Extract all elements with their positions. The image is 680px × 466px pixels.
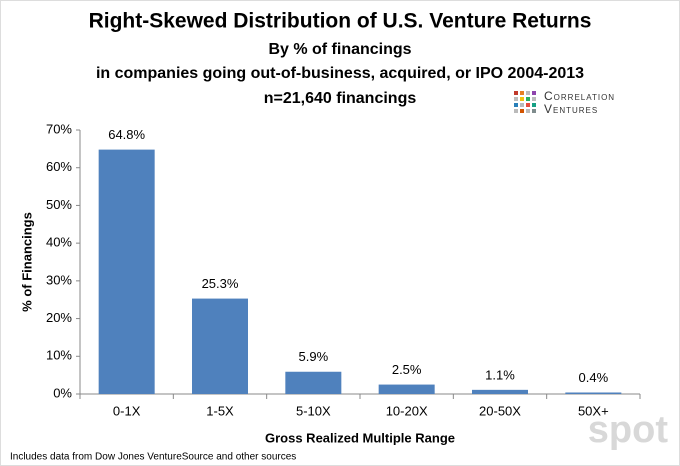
subtitle: By % of financings <box>268 41 411 58</box>
y-tick-label: 30% <box>46 272 72 287</box>
chart-title: Right-Skewed Distribution of U.S. Ventur… <box>89 10 592 33</box>
x-tick-label: 10-20X <box>386 403 428 418</box>
x-axis-label: Gross Realized Multiple Range <box>265 430 455 445</box>
bar <box>98 149 155 394</box>
data-label: 2.5% <box>392 362 422 377</box>
y-tick-label: 10% <box>46 348 72 363</box>
data-label: 25.3% <box>202 276 239 291</box>
subtitle: in companies going out-of-business, acqu… <box>96 65 584 82</box>
x-tick-label: 0-1X <box>113 403 141 418</box>
y-tick-label: 20% <box>46 310 72 325</box>
y-axis-label: % of Financings <box>19 212 34 312</box>
x-tick-label: 50X+ <box>578 403 609 418</box>
subtitle: n=21,640 financings <box>264 90 417 107</box>
bar <box>192 298 248 394</box>
watermark: spot <box>588 409 669 451</box>
bar <box>565 392 622 394</box>
logo-text: Ventures <box>544 102 598 116</box>
data-label: 64.8% <box>108 127 145 142</box>
footnote: Includes data from Dow Jones VentureSour… <box>10 452 296 463</box>
bar <box>472 389 528 394</box>
y-tick-label: 40% <box>46 235 72 250</box>
bar <box>285 371 342 394</box>
logo-dots <box>514 91 536 113</box>
y-tick-label: 60% <box>46 159 72 174</box>
y-tick-label: 70% <box>46 121 72 136</box>
data-label: 5.9% <box>299 349 329 364</box>
data-label: 1.1% <box>485 367 515 382</box>
y-tick-label: 50% <box>46 197 72 212</box>
logo-text: Correlation <box>544 89 615 103</box>
data-label: 0.4% <box>579 370 609 385</box>
bar <box>378 384 435 394</box>
x-tick-label: 1-5X <box>206 403 234 418</box>
x-tick-label: 20-50X <box>479 403 521 418</box>
y-tick-label: 0% <box>53 385 72 400</box>
x-tick-label: 5-10X <box>296 403 331 418</box>
